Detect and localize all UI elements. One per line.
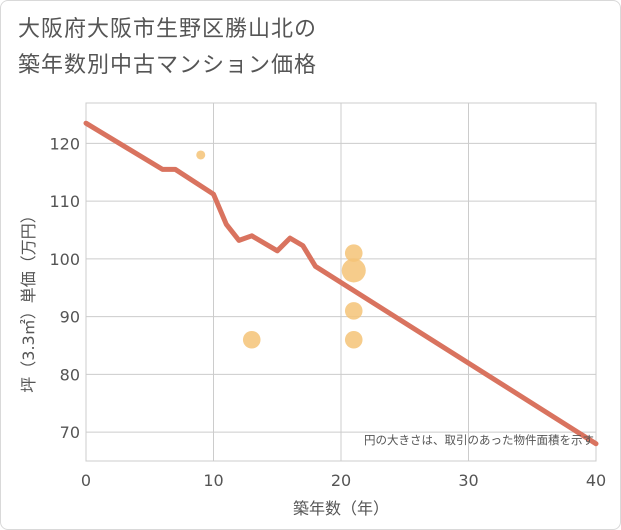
y-tick-label: 120 <box>49 134 80 153</box>
y-tick-label: 80 <box>60 365 80 384</box>
grid-lines <box>86 103 596 461</box>
y-tick-label: 110 <box>49 192 80 211</box>
x-tick-label: 0 <box>81 471 91 490</box>
y-tick-label: 90 <box>60 308 80 327</box>
y-tick-labels: 70 80 90 100 110 120 <box>49 134 80 442</box>
x-axis-label: 築年数（年） <box>293 499 389 518</box>
x-tick-label: 20 <box>331 471 351 490</box>
chart-title-line1: 大阪府大阪市生野区勝山北の <box>18 17 318 42</box>
x-tick-labels: 0 10 20 30 40 <box>81 471 606 490</box>
chart-title-line2: 築年数別中古マンション価格 <box>18 53 318 78</box>
bubble-point <box>344 330 363 349</box>
chart-title: 大阪府大阪市生野区勝山北の 築年数別中古マンション価格 <box>18 12 317 84</box>
y-axis-label: 坪（3.3㎡）単価（万円） <box>19 207 38 392</box>
x-tick-label: 10 <box>203 471 223 490</box>
bubble-point <box>344 302 363 320</box>
bubble-series <box>196 150 366 349</box>
bubble-point <box>341 258 366 283</box>
trend-line <box>83 120 599 447</box>
size-note: 円の大きさは、取引のあった物件面積を示す <box>364 433 594 447</box>
y-tick-label: 70 <box>60 423 80 442</box>
bubble-point <box>196 150 206 160</box>
trend-line-series <box>83 120 599 447</box>
x-tick-label: 30 <box>458 471 478 490</box>
bubble-point <box>344 244 363 262</box>
bubble-point <box>242 330 261 349</box>
x-tick-label: 40 <box>586 471 606 490</box>
y-tick-label: 100 <box>49 250 80 269</box>
